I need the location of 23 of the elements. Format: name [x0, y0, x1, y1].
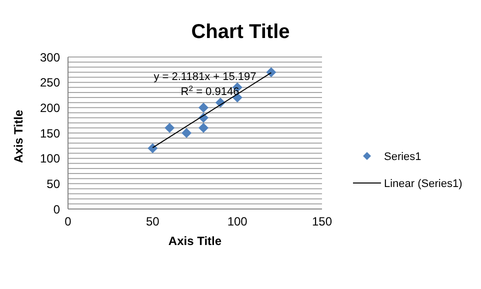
y-axis-title: Axis Title — [11, 110, 26, 163]
chart-title: Chart Title — [191, 21, 290, 43]
y-tick-label: 50 — [46, 176, 60, 191]
point — [164, 122, 175, 133]
y-tick-label: 100 — [40, 152, 60, 166]
y-tick-label: 150 — [40, 126, 60, 140]
x-tick-label: 100 — [227, 214, 248, 229]
x-tick-label: 150 — [312, 214, 332, 229]
legend-label: Linear (Series1) — [384, 178, 462, 190]
y-tick-label: 0 — [53, 202, 60, 216]
point — [182, 128, 192, 138]
y-tick-label: 300 — [40, 50, 60, 64]
point — [198, 102, 208, 113]
annotation: y = 2.1181x + 15.197 — [154, 71, 256, 83]
y-tick-label: 200 — [40, 100, 60, 115]
x-axis-title: Axis Title — [168, 234, 222, 248]
point — [148, 143, 158, 154]
legend-label: Series1 — [384, 151, 422, 163]
x-tick-label: 50 — [146, 214, 160, 229]
y-tick-label: 250 — [40, 76, 60, 90]
point — [266, 67, 276, 78]
x-tick-label: 0 — [64, 214, 72, 229]
point — [198, 122, 208, 133]
